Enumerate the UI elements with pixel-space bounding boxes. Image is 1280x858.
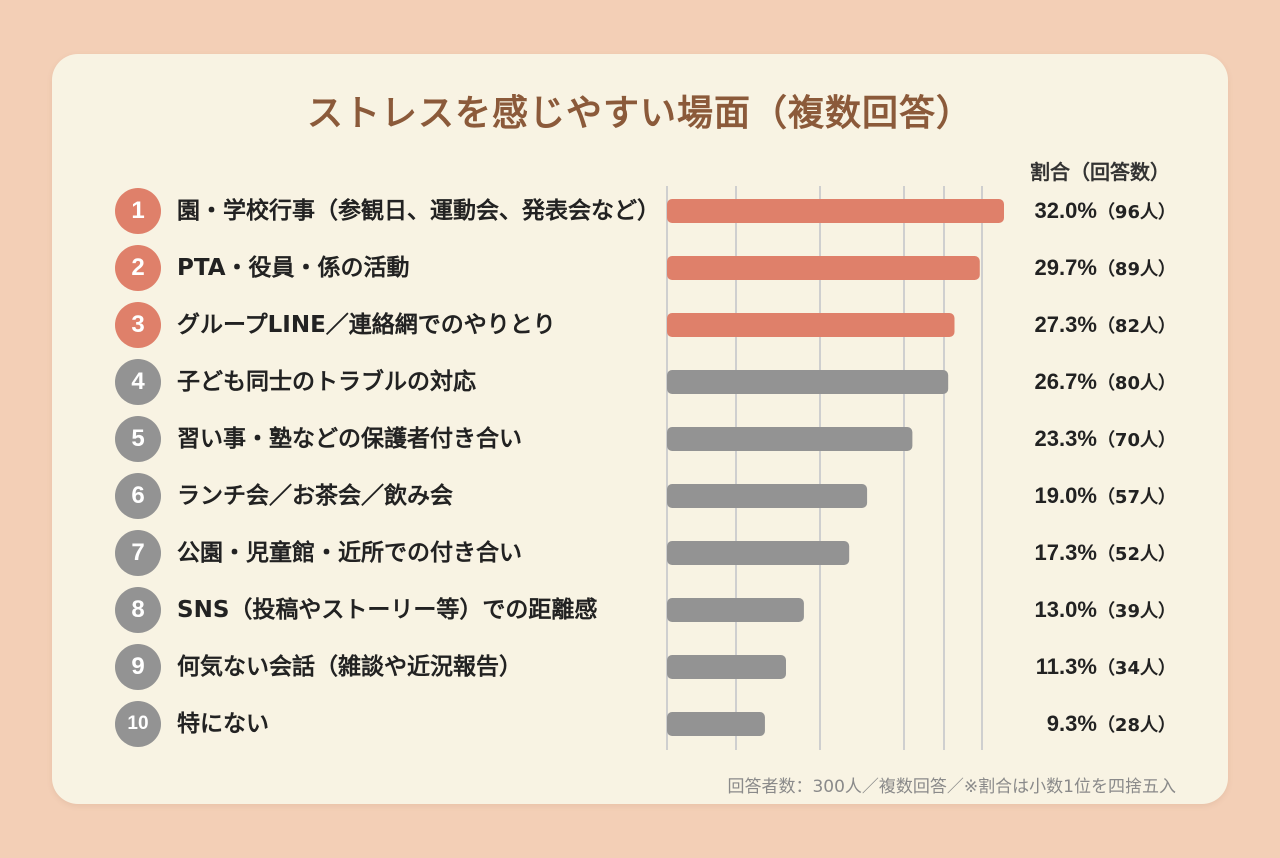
bar-8 (667, 598, 804, 622)
rank-badge: 3 (115, 302, 161, 348)
value-label: 29.7%（89人） (990, 245, 1176, 291)
value-label: 11.3%（34人） (990, 644, 1176, 690)
count-label: （89人） (1096, 259, 1176, 280)
percent-label: 32.0% (1034, 198, 1097, 223)
category-label: PTA・役員・係の活動 (177, 255, 410, 281)
value-label: 17.3%（52人） (990, 530, 1176, 576)
bar-2 (667, 256, 980, 280)
category-label: 習い事・塾などの保護者付き合い (177, 426, 522, 452)
category-label: ランチ会／お茶会／飲み会 (177, 483, 453, 509)
count-label: （28人） (1096, 715, 1176, 736)
rank-badge: 5 (115, 416, 161, 462)
footnote: 回答者数：300人／複数回答／※割合は小数1位を四捨五入 (727, 777, 1176, 797)
value-label: 19.0%（57人） (990, 473, 1176, 519)
rank-badge: 4 (115, 359, 161, 405)
count-label: （96人） (1096, 202, 1176, 223)
value-label: 27.3%（82人） (990, 302, 1176, 348)
category-label: グループLINE／連絡網でのやりとり (177, 312, 556, 338)
bar-6 (667, 484, 868, 508)
count-label: （80人） (1096, 373, 1176, 394)
percent-label: 19.0% (1034, 483, 1097, 508)
value-label: 23.3%（70人） (990, 416, 1176, 462)
count-label: （82人） (1096, 316, 1176, 337)
bar-4 (667, 370, 949, 394)
value-label: 13.0%（39人） (990, 587, 1176, 633)
category-label: 子ども同士のトラブルの対応 (177, 369, 476, 395)
rank-badge: 6 (115, 473, 161, 519)
value-label: 9.3%（28人） (990, 701, 1176, 747)
count-label: （57人） (1096, 487, 1176, 508)
rank-badge: 9 (115, 644, 161, 690)
category-label: 特にない (177, 711, 269, 737)
percent-label: 23.3% (1034, 426, 1097, 451)
percent-label: 27.3% (1034, 312, 1097, 337)
category-label: 何気ない会話（雑談や近況報告） (177, 654, 522, 680)
category-label: 園・学校行事（参観日、運動会、発表会など） (177, 198, 660, 224)
value-label: 26.7%（80人） (990, 359, 1176, 405)
chart-card (52, 54, 1228, 804)
percent-label: 11.3% (1035, 654, 1097, 679)
count-label: （52人） (1096, 544, 1176, 565)
bar-1 (667, 199, 1004, 223)
bar-5 (667, 427, 913, 451)
count-label: （39人） (1096, 601, 1176, 622)
percent-label: 29.7% (1034, 255, 1097, 280)
bar-9 (667, 655, 787, 679)
rank-badge: 8 (115, 587, 161, 633)
bar-10 (667, 712, 765, 736)
chart-title: ストレスを感じやすい場面（複数回答） (306, 93, 973, 134)
bar-7 (667, 541, 850, 565)
value-column-header: 割合（回答数） (1030, 160, 1170, 184)
count-label: （70人） (1096, 430, 1176, 451)
percent-label: 26.7% (1034, 369, 1097, 394)
percent-label: 17.3% (1034, 540, 1097, 565)
rank-badge: 2 (115, 245, 161, 291)
rank-badge: 10 (115, 701, 161, 747)
count-label: （34人） (1096, 658, 1176, 679)
category-label: SNS（投稿やストーリー等）での距離感 (177, 597, 598, 623)
category-label: 公園・児童館・近所での付き合い (177, 540, 522, 566)
value-label: 32.0%（96人） (990, 188, 1176, 234)
rank-badge: 1 (115, 188, 161, 234)
percent-label: 9.3% (1046, 711, 1097, 736)
bar-3 (667, 313, 955, 337)
rank-badge: 7 (115, 530, 161, 576)
percent-label: 13.0% (1034, 597, 1097, 622)
